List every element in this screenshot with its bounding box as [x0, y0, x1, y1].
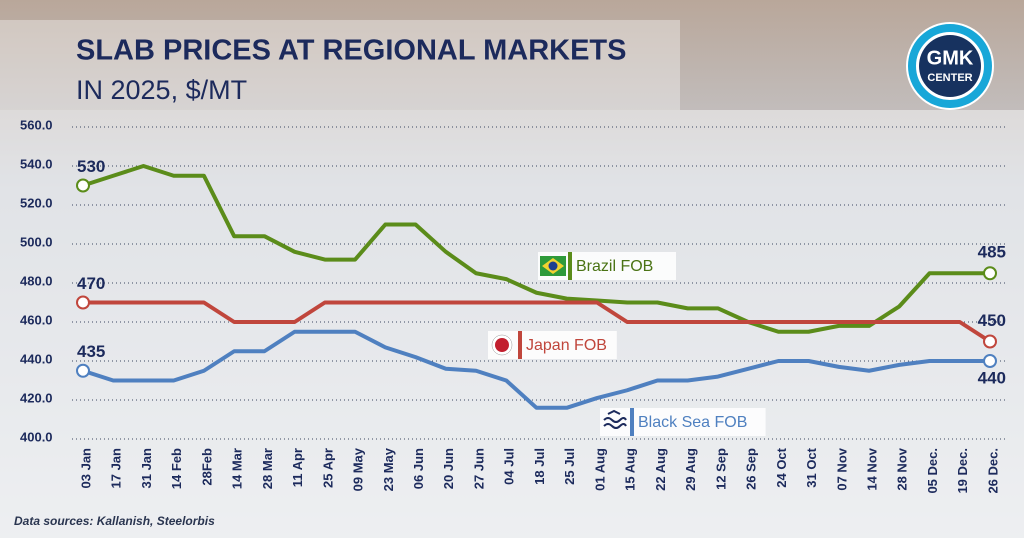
legend-item: Brazil FOB [538, 252, 676, 280]
data-label: 435 [77, 342, 105, 361]
end-marker [983, 266, 997, 281]
x-tick-label: 01 Aug [592, 448, 607, 491]
x-tick-label: 28 Mar [260, 448, 275, 489]
x-tick-label: 14 Feb [169, 448, 184, 489]
legend-box [600, 408, 766, 436]
x-tick-label: 06 Jun [411, 448, 426, 489]
chart-title: SLAB PRICES AT REGIONAL MARKETS [76, 35, 627, 67]
x-tick-label: 25 Jul [562, 448, 577, 485]
end-marker [983, 354, 997, 368]
x-tick-label: 09 May [351, 447, 366, 491]
x-tick-label: 18 Jul [532, 448, 547, 485]
data-label: 485 [978, 243, 1006, 262]
x-tick-label: 28Feb [199, 448, 214, 486]
logo-disc [919, 35, 981, 97]
x-tick-label: 15 Aug [623, 448, 638, 491]
x-tick-label: 29 Aug [683, 448, 698, 491]
series-line [82, 164, 990, 334]
x-tick-label: 12 Sep [713, 448, 728, 490]
source-note: Data sources: Kallanish, Steelorbis [14, 514, 215, 528]
logo-text: GMK [927, 47, 974, 69]
end-marker [76, 363, 90, 378]
y-tick-label: 560.0 [20, 117, 53, 132]
logo-ring-inner [908, 24, 992, 108]
x-tick-label: 24 Oct [774, 447, 789, 487]
flag [603, 409, 627, 429]
x-tick-label: 23 May [381, 447, 396, 491]
x-tick-label: 17 Jan [109, 448, 124, 489]
x-tick-label: 14 Mar [230, 448, 245, 489]
flag [548, 261, 558, 271]
legend-swatch [630, 408, 634, 436]
logo-text: CENTER [927, 72, 972, 84]
legend-swatch [518, 331, 522, 359]
flag [495, 338, 509, 352]
y-tick-label: 520.0 [20, 195, 53, 210]
data-label: 530 [77, 157, 105, 176]
data-label: 450 [978, 311, 1006, 330]
x-tick-label: 26 Dec. [985, 448, 1000, 494]
x-tick-label: 22 Aug [653, 448, 668, 491]
x-tick-label: 11 Apr [290, 448, 305, 487]
legend-label: Brazil FOB [576, 258, 653, 275]
x-tick-label: 20 Jun [441, 448, 456, 489]
x-tick-label: 25 Apr [320, 448, 335, 488]
logo: GMK CENTER [906, 22, 994, 110]
y-tick-label: 500.0 [20, 234, 53, 249]
legend-label: Black Sea FOB [638, 414, 747, 431]
x-tick-label: 28 Nov [895, 447, 910, 490]
y-tick-label: 400.0 [20, 429, 53, 444]
x-tick-label: 07 Nov [834, 447, 849, 490]
end-marker [76, 295, 90, 310]
legend-item: Black Sea FOB [600, 408, 766, 436]
legend-swatch [568, 252, 572, 280]
y-tick-label: 540.0 [20, 156, 53, 171]
x-tick-label: 03 Jan [78, 448, 93, 489]
y-tick-label: 440.0 [20, 351, 53, 366]
series-line [83, 300, 992, 344]
title-overlay [0, 20, 680, 110]
x-tick-label: 04 Jul [502, 448, 517, 485]
series-line [82, 329, 990, 410]
x-tick-label: 31 Oct [804, 447, 819, 487]
y-tick-label: 480.0 [20, 273, 53, 288]
legend-item: Japan FOB [488, 331, 617, 359]
chart-subtitle: IN 2025, $/MT [76, 75, 247, 105]
end-marker [76, 178, 90, 193]
legend-label: Japan FOB [526, 337, 607, 354]
x-tick-label: 27 Jun [471, 448, 486, 489]
x-tick-label: 26 Sep [744, 448, 759, 490]
y-tick-label: 420.0 [20, 390, 53, 405]
data-label: 440 [978, 368, 1006, 387]
y-tick-label: 460.0 [20, 312, 53, 327]
x-tick-label: 31 Jan [139, 448, 154, 489]
x-tick-label: 05 Dec. [925, 448, 940, 494]
data-label: 470 [77, 274, 105, 293]
x-tick-label: 19 Dec. [955, 448, 970, 494]
end-marker [983, 334, 997, 349]
x-tick-label: 14 Nov [865, 447, 880, 490]
